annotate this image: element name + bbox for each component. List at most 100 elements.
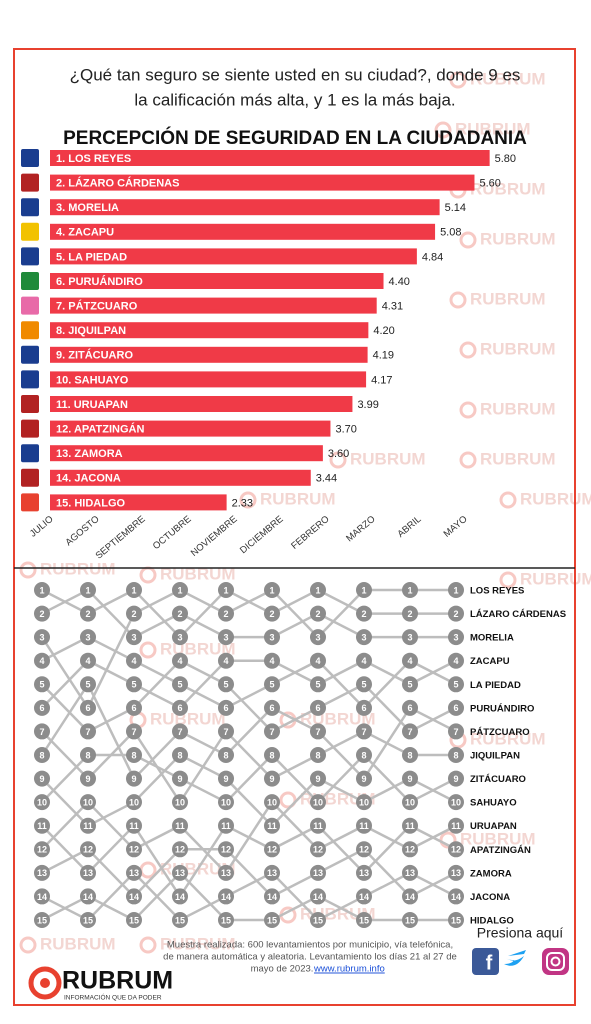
bar xyxy=(50,445,323,462)
rank-label: 13 xyxy=(83,868,93,878)
rank-label: 1 xyxy=(269,585,274,595)
bar-label: 14. JACONA xyxy=(56,473,121,485)
rank-label: 12 xyxy=(359,845,369,855)
logo-name: RUBRUM xyxy=(62,967,173,995)
watermark: RUBRUM xyxy=(480,399,556,418)
rank-marker xyxy=(310,912,326,928)
frame xyxy=(13,48,576,1006)
watermark: RUBRUM xyxy=(160,564,236,583)
rank-marker xyxy=(34,676,50,693)
rank-label: 5 xyxy=(177,680,182,690)
rank-label: 2 xyxy=(361,609,366,619)
lines xyxy=(40,588,457,922)
instagram-glyph xyxy=(550,956,561,967)
rank-label: 5 xyxy=(131,680,136,690)
rank-marker xyxy=(310,605,326,622)
rank-label: 6 xyxy=(223,703,228,713)
footer-link[interactable]: www.rubrum.info xyxy=(313,964,385,975)
rank-label: 1 xyxy=(177,585,182,595)
bar-label: 4. ZACAPU xyxy=(56,227,114,239)
rank-marker xyxy=(126,841,142,858)
rank-label: 5 xyxy=(223,680,228,690)
rank-label: 12 xyxy=(313,845,323,855)
rank-label: 3 xyxy=(223,633,228,643)
rank-line xyxy=(41,635,457,710)
rank-label: 15 xyxy=(405,915,415,925)
rank-marker xyxy=(448,770,464,787)
rank-marker xyxy=(126,582,142,598)
rank-marker xyxy=(34,629,50,646)
rank-label: 11 xyxy=(313,821,323,831)
rank-marker xyxy=(172,605,188,622)
legend-label: SAHUAYO xyxy=(470,798,517,809)
rank-label: 11 xyxy=(451,821,461,831)
rank-marker xyxy=(34,841,50,858)
rank-label: 8 xyxy=(407,750,412,760)
value-label: 4.31 xyxy=(382,301,403,313)
rank-label: 11 xyxy=(221,821,231,831)
rank-label: 4 xyxy=(315,656,320,666)
rank-marker xyxy=(356,912,372,928)
rank-line xyxy=(41,871,457,922)
rank-label: 8 xyxy=(177,750,182,760)
facebook-icon[interactable] xyxy=(472,948,499,975)
rank-marker xyxy=(80,770,96,787)
rank-marker xyxy=(172,912,188,928)
watermark: RUBRUM xyxy=(520,569,591,588)
chart-title: PERCEPCIÓN DE SEGURIDAD EN LA CIUDADANIA xyxy=(63,127,527,149)
rank-marker xyxy=(264,912,280,928)
rank-label: 2 xyxy=(407,609,412,619)
rank-marker xyxy=(80,912,96,928)
rank-label: 6 xyxy=(315,703,320,713)
value-label: 4.17 xyxy=(371,374,392,386)
rank-marker xyxy=(34,652,50,669)
rank-marker xyxy=(310,699,326,716)
rank-label: 12 xyxy=(37,845,47,855)
rank-label: 6 xyxy=(177,703,182,713)
rank-label: 2 xyxy=(223,609,228,619)
rank-marker xyxy=(218,794,234,811)
rank-label: 14 xyxy=(129,892,139,902)
rank-marker xyxy=(34,770,50,787)
rank-label: 8 xyxy=(269,750,274,760)
rank-label: 8 xyxy=(131,750,136,760)
rank-label: 13 xyxy=(405,868,415,878)
rank-label: 13 xyxy=(221,868,231,878)
rank-marker xyxy=(218,676,234,693)
rank-marker xyxy=(448,605,464,622)
rank-marker xyxy=(80,841,96,858)
rank-label: 11 xyxy=(175,821,185,831)
rank-label: 14 xyxy=(37,892,47,902)
rank-label: 13 xyxy=(267,868,277,878)
rank-label: 10 xyxy=(267,798,277,808)
rank-label: 13 xyxy=(451,868,461,878)
rank-line xyxy=(41,847,457,899)
rank-marker xyxy=(218,912,234,928)
rank-label: 1 xyxy=(39,585,44,595)
bar xyxy=(50,420,331,437)
bar-label: 15. HIDALGO xyxy=(56,497,126,509)
rank-label: 12 xyxy=(267,845,277,855)
rank-label: 7 xyxy=(39,727,44,737)
rank-label: 8 xyxy=(223,750,228,760)
rank-marker xyxy=(264,676,280,693)
rank-label: 9 xyxy=(407,774,412,784)
watermark: RUBRUM xyxy=(260,489,336,508)
watermark-ring xyxy=(329,451,347,469)
rank-marker xyxy=(448,817,464,834)
rank-label: 7 xyxy=(407,727,412,737)
rank-label: 15 xyxy=(129,915,139,925)
footer-note: mayo de 2023. xyxy=(251,964,314,975)
party-icon xyxy=(21,419,39,438)
rank-marker xyxy=(402,676,418,693)
rank-marker xyxy=(448,912,464,928)
rank-label: 15 xyxy=(83,915,93,925)
rank-label: 14 xyxy=(405,892,415,902)
bar-label: 2. LÁZARO CÁRDENAS xyxy=(56,177,179,190)
twitter-icon[interactable] xyxy=(504,950,526,966)
watermark-ring xyxy=(459,401,477,419)
bar xyxy=(50,297,377,314)
rank-marker xyxy=(264,841,280,858)
bar xyxy=(50,346,368,363)
